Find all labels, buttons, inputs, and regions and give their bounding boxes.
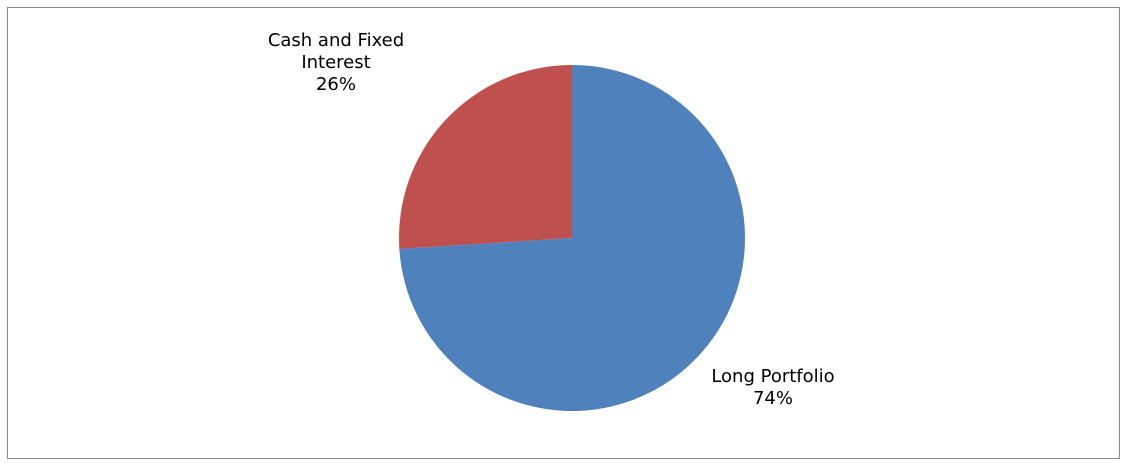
pie-labels: Long Portfolio 74% Cash and Fixed Interest 2… — [268, 30, 835, 409]
slice-label-2: Cash and Fixed Interest 26% — [268, 30, 404, 95]
pie-chart: Long Portfolio 74% Cash and Fixed Interest 2… — [268, 30, 835, 411]
slice-name-line: Cash and Fixed — [268, 30, 404, 51]
pie-slice-1 — [399, 65, 745, 411]
pie-slice-2 — [398, 65, 572, 249]
pie-slices — [398, 65, 745, 411]
slice-name-line: Long Portfolio — [711, 366, 834, 387]
slice-percent-label: 26% — [316, 74, 356, 95]
slice-label-1: Long Portfolio 74% — [711, 366, 834, 409]
chart-frame: Long Portfolio 74% Cash and Fixed Interest 2… — [7, 7, 1120, 459]
slice-name-line: Interest — [301, 52, 370, 73]
slice-percent-label: 74% — [753, 388, 793, 409]
